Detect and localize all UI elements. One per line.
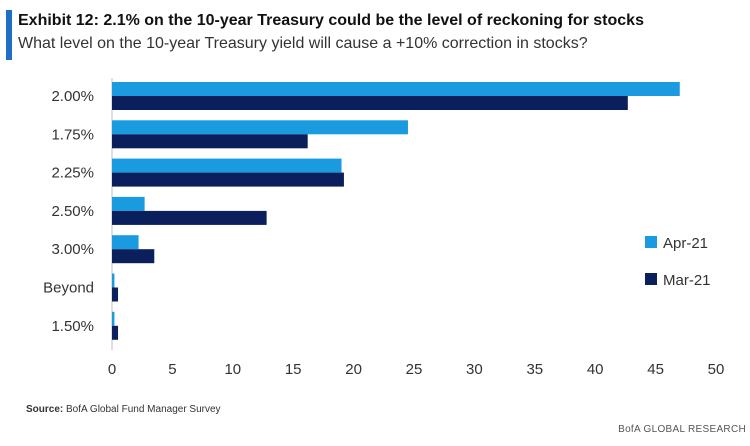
bar-apr-21-5 bbox=[112, 273, 115, 288]
bar-mar-21-5 bbox=[112, 287, 119, 302]
x-tick-label: 25 bbox=[406, 361, 423, 378]
legend-label: Apr-21 bbox=[663, 235, 708, 252]
x-tick-label: 35 bbox=[526, 361, 543, 378]
brand-label: BofA GLOBAL RESEARCH bbox=[618, 424, 746, 435]
source-text: BofA Global Fund Manager Survey bbox=[66, 404, 221, 415]
category-label: Beyond bbox=[43, 280, 94, 297]
bar-apr-21-3 bbox=[112, 196, 145, 211]
bar-mar-21-1 bbox=[112, 134, 308, 149]
source-label: Source: bbox=[26, 404, 64, 415]
x-tick-label: 40 bbox=[587, 361, 604, 378]
x-tick-label: 20 bbox=[345, 361, 362, 378]
chart-subtitle: What level on the 10-year Treasury yield… bbox=[18, 35, 588, 52]
category-label: 3.00% bbox=[51, 241, 94, 258]
legend-label: Mar-21 bbox=[663, 272, 711, 289]
x-tick-label: 0 bbox=[108, 361, 116, 378]
source-note: Source: BofA Global Fund Manager Survey bbox=[26, 404, 221, 415]
bar-apr-21-1 bbox=[112, 120, 408, 135]
bar-mar-21-3 bbox=[112, 210, 267, 225]
bar-mar-21-4 bbox=[112, 249, 155, 264]
bar-apr-21-6 bbox=[112, 311, 115, 326]
category-label: 2.00% bbox=[51, 88, 94, 105]
x-tick-label: 30 bbox=[466, 361, 483, 378]
bar-apr-21-0 bbox=[112, 82, 680, 96]
title-accent-bar bbox=[6, 10, 12, 60]
legend-swatch-mar-21 bbox=[645, 273, 657, 285]
bar-mar-21-6 bbox=[112, 325, 119, 340]
bar-apr-21-2 bbox=[112, 158, 342, 173]
x-tick-label: 5 bbox=[168, 361, 176, 378]
category-label: 1.75% bbox=[51, 126, 94, 143]
bar-apr-21-4 bbox=[112, 235, 139, 250]
category-label: 2.50% bbox=[51, 203, 94, 220]
chart-title: Exhibit 12: 2.1% on the 10-year Treasury… bbox=[18, 12, 644, 29]
bar-mar-21-2 bbox=[112, 172, 344, 187]
x-tick-label: 10 bbox=[224, 361, 241, 378]
x-tick-label: 15 bbox=[285, 361, 302, 378]
x-tick-label: 45 bbox=[647, 361, 664, 378]
category-label: 1.50% bbox=[51, 318, 94, 335]
bar-mar-21-0 bbox=[112, 96, 628, 110]
x-tick-label: 50 bbox=[708, 361, 725, 378]
legend-swatch-apr-21 bbox=[645, 236, 657, 248]
category-label: 2.25% bbox=[51, 165, 94, 182]
